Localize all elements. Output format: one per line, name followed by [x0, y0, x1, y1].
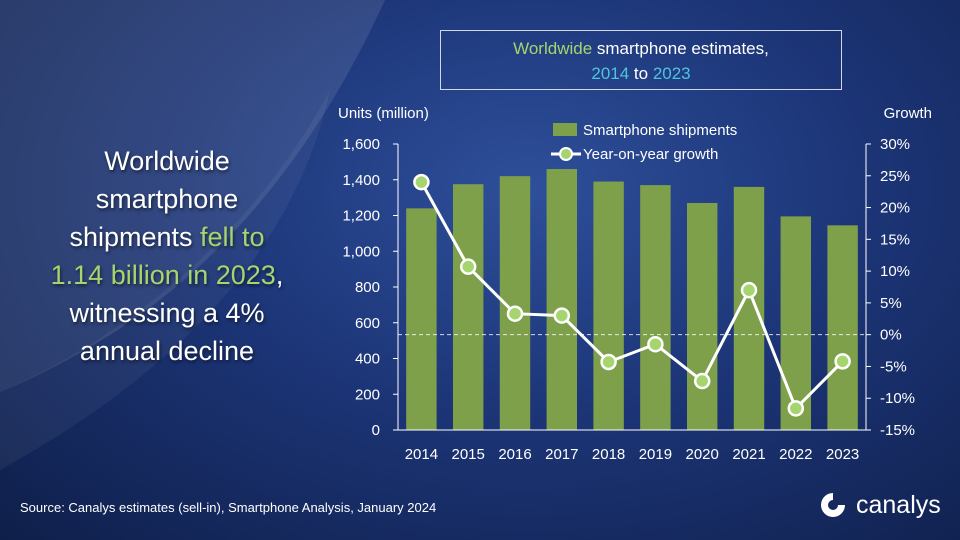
y2-tick-label: -5%	[880, 358, 907, 375]
y-axis-label: Units (million)	[338, 105, 429, 122]
y2-tick-label: 15%	[880, 231, 910, 248]
growth-marker	[459, 258, 477, 275]
y2-tick-label: 5%	[880, 295, 902, 312]
y2-tick-label: 30%	[880, 136, 910, 153]
chart-title-year-start: 2014	[591, 64, 630, 83]
growth-marker	[693, 372, 711, 390]
legend-label-line: Year-on-year growth	[583, 146, 718, 163]
chart-title-box: Worldwide smartphone estimates, 2014 to …	[440, 30, 842, 90]
bar	[686, 202, 718, 430]
x-tick-label: 2016	[498, 446, 531, 463]
legend: Smartphone shipments Year-on-year growth	[551, 122, 737, 163]
headline-highlight: 1.14 billion in 2023	[50, 260, 276, 290]
growth-marker	[787, 400, 805, 417]
y2-tick-label: 10%	[880, 263, 910, 280]
x-tick-label: 2014	[405, 446, 438, 463]
bar-series	[406, 169, 858, 430]
x-tick-label: 2015	[452, 446, 485, 463]
headline: Worldwide smartphone shipments fell to 1…	[22, 142, 312, 370]
axes: 2014 2015 2016 2017 2018 2019 2020 2021 2022 2023…	[342, 136, 915, 463]
y-tick-label: 400	[355, 351, 380, 368]
growth-line-series	[413, 173, 851, 417]
growth-marker	[647, 335, 664, 353]
headline-line-1: Worldwide	[104, 146, 230, 176]
y2-axis-label: Growth	[884, 105, 932, 122]
canalys-logo-icon	[821, 493, 845, 517]
source-note: Source: Canalys estimates (sell-in), Sma…	[20, 500, 437, 515]
x-tick-label: 2019	[639, 446, 672, 463]
x-tick-label: 2023	[826, 446, 859, 463]
y-tick-label: 1,400	[342, 172, 380, 189]
chart-title-text: smartphone estimates,	[592, 39, 769, 58]
headline-text: shipments	[69, 222, 200, 252]
headline-line-2: smartphone	[95, 184, 239, 214]
y-tick-label: 1,000	[342, 243, 380, 260]
bar	[640, 185, 671, 430]
y-tick-label: 1,600	[342, 136, 380, 153]
bar	[593, 181, 624, 430]
y-tick-label: 800	[355, 279, 380, 296]
y2-tick-label: -15%	[880, 422, 915, 439]
growth-marker	[553, 307, 571, 324]
growth-marker	[740, 281, 758, 299]
growth-marker	[413, 173, 430, 191]
chart-title-year-end: 2023	[652, 64, 691, 83]
growth-marker	[834, 353, 851, 370]
bar	[546, 169, 578, 430]
legend-swatch-bar	[553, 123, 577, 136]
headline-line-3: shipments fell to	[22, 218, 312, 256]
legend-swatch-marker	[559, 147, 573, 161]
growth-marker	[600, 353, 617, 371]
chart-title-highlight: Worldwide	[513, 39, 593, 58]
y-tick-label: 1,200	[342, 208, 380, 225]
y2-tick-label: 20%	[880, 200, 910, 217]
headline-text: ,	[275, 260, 284, 290]
y-tick-label: 600	[355, 315, 380, 332]
headline-line-4: 1.14 billion in 2023,	[22, 256, 312, 294]
bar	[452, 184, 484, 430]
y-tick-label: 0	[372, 422, 380, 439]
chart-title-text: to	[629, 64, 653, 83]
headline-line-5: witnessing a 4%	[69, 298, 265, 328]
logo-text: canalys	[856, 490, 941, 519]
growth-line	[420, 181, 844, 412]
y-tick-label: 200	[355, 386, 380, 403]
x-tick-label: 2018	[592, 446, 625, 463]
bar	[827, 225, 858, 430]
legend-label-bar: Smartphone shipments	[583, 122, 737, 139]
chart-title-line-1: Worldwide smartphone estimates,	[441, 36, 841, 61]
growth-marker	[506, 305, 524, 322]
y2-tick-label: 25%	[880, 168, 910, 185]
y2-tick-label: 0%	[880, 327, 902, 344]
bar	[780, 216, 812, 430]
x-tick-label: 2021	[732, 446, 765, 463]
x-tick-label: 2017	[545, 446, 578, 463]
canalys-logo: canalys	[818, 490, 941, 520]
chart-title-line-2: 2014 to 2023	[441, 61, 841, 86]
bar	[406, 208, 437, 430]
x-tick-label: 2020	[686, 446, 719, 463]
y2-tick-label: -10%	[880, 390, 915, 407]
headline-line-6: annual decline	[79, 336, 255, 366]
headline-highlight: fell to	[200, 222, 265, 252]
x-tick-label: 2022	[779, 446, 812, 463]
